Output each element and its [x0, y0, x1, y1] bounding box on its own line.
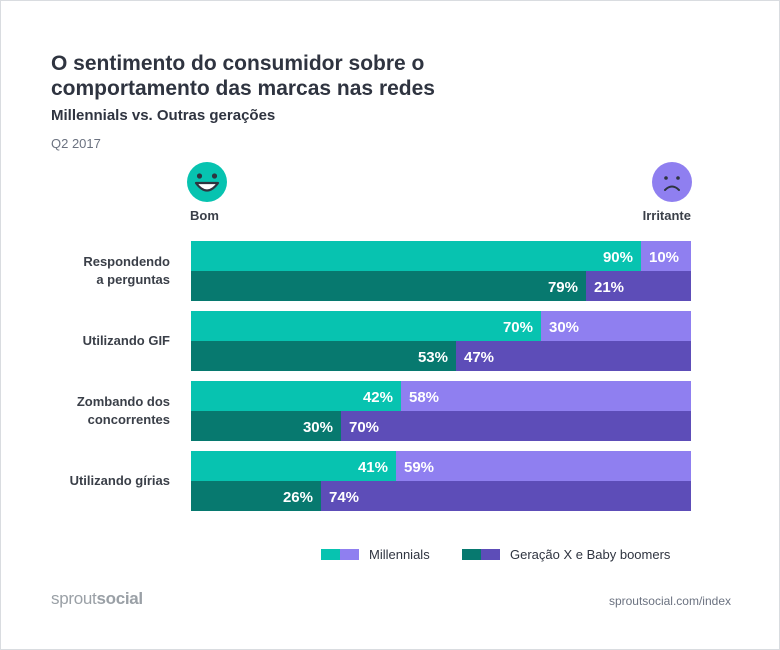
- data-label-good: 53%: [418, 349, 448, 366]
- stacked-bar-chart: Respondendo a perguntas 90% 10% 79% 21% Utiliz…: [70, 241, 691, 511]
- data-label-bad: 70%: [349, 419, 379, 436]
- legend-label: Millennials: [369, 547, 430, 562]
- bad-label: Irritante: [642, 208, 691, 223]
- legend-swatch-bad: [481, 549, 500, 560]
- frowning-face-icon: [652, 162, 692, 202]
- bar-segment-good: [191, 481, 321, 511]
- bar-segment-bad: [586, 271, 691, 301]
- data-label-bad: 58%: [409, 389, 439, 406]
- legend-swatch-good: [321, 549, 340, 560]
- data-label-bad: 30%: [549, 319, 579, 336]
- legend-swatch-bad: [340, 549, 359, 560]
- bar-segment-bad: [321, 481, 691, 511]
- title-line: O sentimento do consumidor sobre o: [51, 52, 425, 75]
- period-label: Q2 2017: [51, 136, 101, 151]
- bar-segment-good: [191, 411, 341, 441]
- legend-swatch-good: [462, 549, 481, 560]
- data-label-bad: 47%: [464, 349, 494, 366]
- bar-segment-good: [191, 311, 541, 341]
- bar-segment-good: [191, 341, 456, 371]
- data-label-bad: 21%: [594, 279, 624, 296]
- smiling-face-icon: [187, 162, 227, 202]
- brand-logo: sproutsocial: [51, 589, 143, 609]
- category-label: concorrentes: [88, 412, 170, 427]
- data-label-good: 30%: [303, 419, 333, 436]
- data-label-bad: 10%: [649, 249, 679, 266]
- category-label: Respondendo: [83, 254, 170, 269]
- bar-segment-good: [191, 381, 401, 411]
- data-label-good: 70%: [503, 319, 533, 336]
- category-label: Zombando dos: [77, 394, 170, 409]
- title-line: comportamento das marcas nas redes: [51, 77, 435, 100]
- bar-segment-bad: [396, 451, 691, 481]
- brand-bold: social: [96, 589, 143, 608]
- source-url: sproutsocial.com/index: [608, 594, 731, 608]
- legend-label: Geração X e Baby boomers: [510, 547, 671, 562]
- bar-segment-bad: [341, 411, 691, 441]
- data-label-bad: 74%: [329, 489, 359, 506]
- data-label-good: 90%: [603, 249, 633, 266]
- data-label-bad: 59%: [404, 459, 434, 476]
- category-label: a perguntas: [96, 272, 170, 287]
- bar-segment-bad: [401, 381, 691, 411]
- bar-segment-bad: [541, 311, 691, 341]
- bar-segment-good: [191, 451, 396, 481]
- data-label-good: 42%: [363, 389, 393, 406]
- category-label: Utilizando gírias: [70, 473, 170, 488]
- chart-subtitle: Millennials vs. Outras gerações: [51, 107, 276, 124]
- brand-light: sprout: [51, 589, 97, 608]
- data-label-good: 79%: [548, 279, 578, 296]
- data-label-good: 41%: [358, 459, 388, 476]
- legend-item-genx: Geração X e Baby boomers: [462, 547, 670, 562]
- bar-segment-bad: [456, 341, 691, 371]
- data-label-good: 26%: [283, 489, 313, 506]
- chart-title: O sentimento do consumidor sobre o compo…: [51, 51, 571, 101]
- category-label: Utilizando GIF: [83, 333, 170, 348]
- bar-segment-good: [191, 241, 641, 271]
- good-label: Bom: [190, 208, 219, 223]
- bar-segment-bad: [641, 241, 691, 271]
- bar-segment-good: [191, 271, 586, 301]
- legend-item-millennials: Millennials: [321, 547, 430, 562]
